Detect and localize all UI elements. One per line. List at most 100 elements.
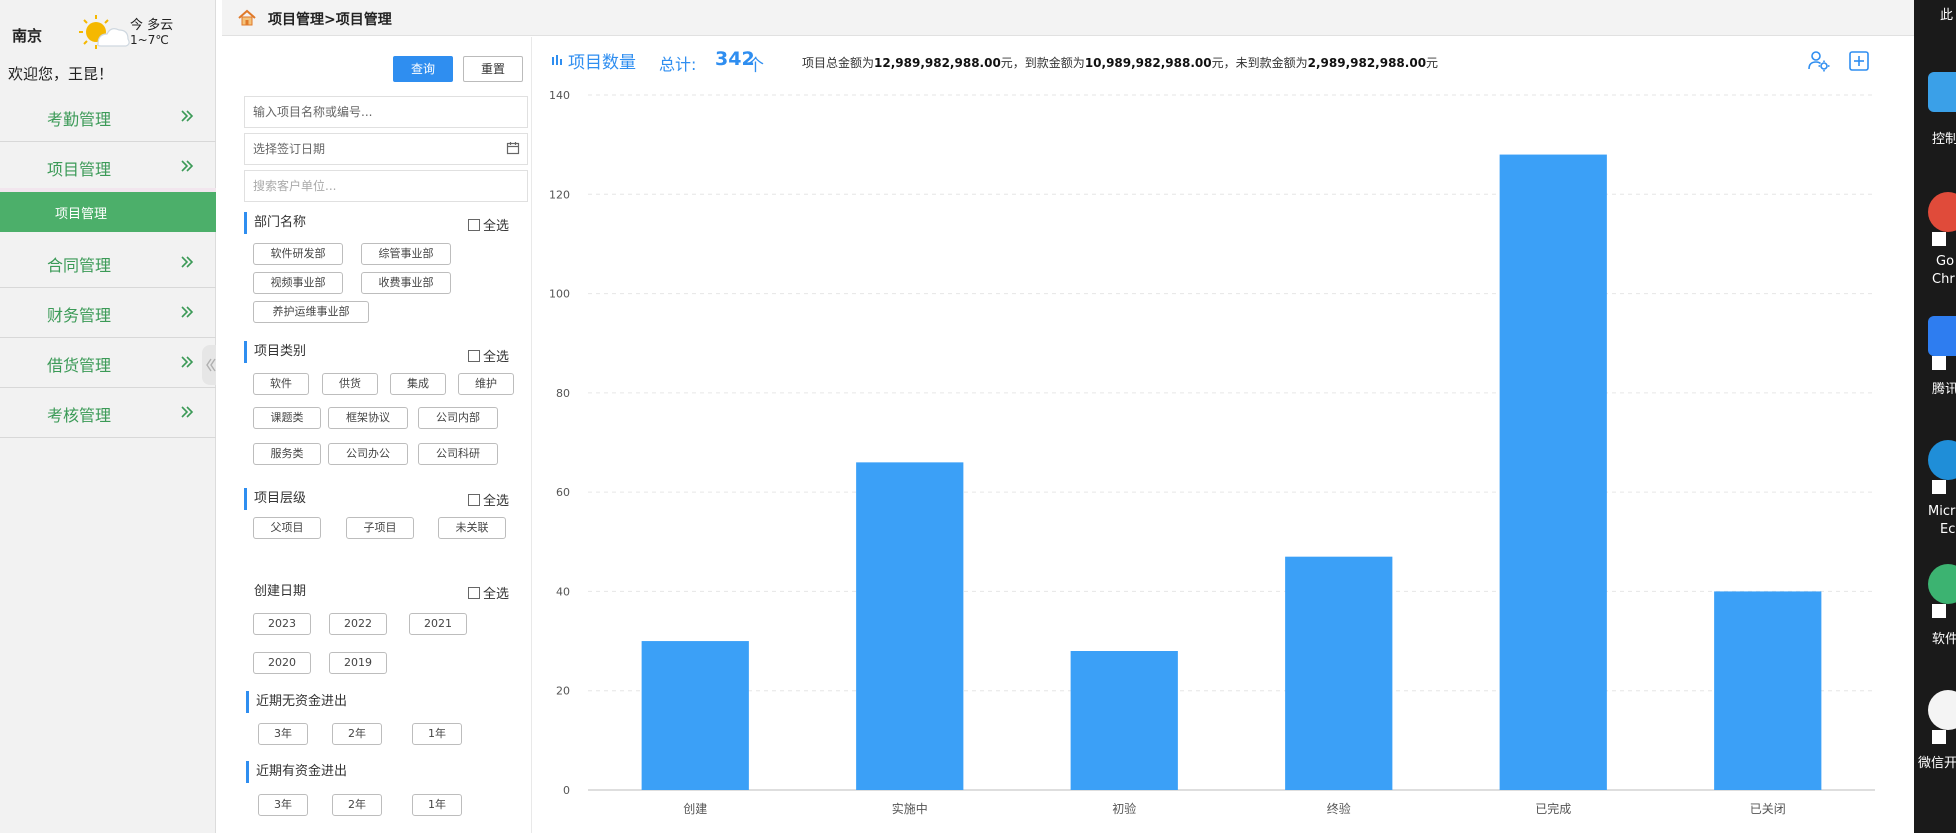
tag-category[interactable]: 框架协议: [328, 407, 408, 429]
chart-bar[interactable]: [1285, 556, 1393, 790]
user-settings-icon[interactable]: [1807, 49, 1831, 73]
tag-category[interactable]: 公司科研: [418, 443, 498, 465]
menu-item-label: 合同管理: [47, 256, 112, 275]
chrome-icon[interactable]: [1928, 192, 1956, 232]
x-tick-label: 已完成: [1535, 801, 1571, 816]
add-square-icon[interactable]: [1847, 49, 1871, 73]
checkbox-icon: [468, 219, 480, 231]
chart-title: 项目数量: [568, 53, 636, 73]
tag-category[interactable]: 公司内部: [418, 407, 498, 429]
customer-search-input[interactable]: [244, 170, 528, 202]
weather-temperature: 1~7℃: [130, 33, 169, 47]
shortcut-arrow-icon: [1932, 356, 1946, 370]
desktop-label: 软件: [1932, 632, 1956, 647]
shortcut-arrow-icon: [1932, 604, 1946, 618]
submenu-item-project-management[interactable]: 项目管理: [0, 192, 216, 232]
tag-category[interactable]: 维护: [458, 373, 514, 395]
menu-item-attendance[interactable]: 考勤管理: [0, 92, 216, 142]
tag-category[interactable]: 服务类: [253, 443, 321, 465]
menu-item-label: 考勤管理: [47, 110, 112, 129]
tag-department[interactable]: 养护运维事业部: [253, 301, 369, 323]
breadcrumb: 项目管理>项目管理: [268, 12, 392, 28]
chart-bar[interactable]: [856, 462, 964, 790]
tag-department[interactable]: 视频事业部: [253, 272, 343, 294]
tag-category[interactable]: 供货: [322, 373, 378, 395]
received-amount: 10,989,982,988.00: [1084, 56, 1212, 70]
category-select-all[interactable]: 全选: [468, 349, 509, 367]
section-title-department: 部门名称: [244, 212, 306, 234]
menu-item-assessment[interactable]: 考核管理: [0, 388, 216, 438]
chart-panel: 0 20 40 60 80 100 120 140 创建 实施中 初验 终验 已完成 已关闭 项目数量 总…: [533, 37, 1914, 833]
checkbox-icon: [468, 494, 480, 506]
desktop-label: Micr: [1928, 504, 1956, 519]
chart-bar[interactable]: [1070, 651, 1178, 790]
section-title-created-date: 创建日期: [244, 581, 306, 603]
partly-cloudy-icon: [79, 15, 130, 49]
tag-level[interactable]: 未关联: [438, 517, 506, 539]
level-select-all[interactable]: 全选: [468, 493, 509, 511]
tag-category[interactable]: 集成: [390, 373, 446, 395]
filter-panel: 查询 重置 部门名称 全选 软件研发部 综管事业部 视频事业部 收费事业部 养护…: [222, 37, 532, 833]
welcome-text: 欢迎您，王昆！: [8, 65, 114, 83]
double-chevron-left-icon: [206, 358, 216, 372]
tag-year[interactable]: 2023: [253, 613, 311, 635]
tag-department[interactable]: 综管事业部: [361, 243, 451, 265]
created-date-select-all[interactable]: 全选: [468, 586, 509, 604]
y-tick-label: 20: [556, 685, 570, 698]
menu-item-contract[interactable]: 合同管理: [0, 238, 216, 288]
unreceived-amount: 2,989,982,988.00: [1307, 56, 1427, 70]
left-sidebar: 南京 今 多云 1~7℃ 欢迎您，王昆！ 考勤管理 项目管理 项目管理 合同: [0, 0, 216, 833]
calendar-icon[interactable]: [506, 141, 520, 155]
menu-item-lending[interactable]: 借货管理: [0, 338, 216, 388]
double-chevron-right-icon: [181, 256, 194, 268]
y-tick-label: 60: [556, 486, 570, 499]
tag-period[interactable]: 1年: [412, 794, 462, 816]
tag-year[interactable]: 2020: [253, 652, 311, 674]
sign-date-picker[interactable]: [244, 133, 528, 165]
edge-icon[interactable]: [1928, 440, 1956, 480]
menu-item-finance[interactable]: 财务管理: [0, 288, 216, 338]
reset-button[interactable]: 重置: [463, 56, 523, 82]
shortcut-arrow-icon: [1932, 232, 1946, 246]
menu-item-label: 财务管理: [47, 306, 112, 325]
chart-bar[interactable]: [1499, 154, 1607, 791]
y-tick-label: 0: [563, 784, 570, 797]
sidebar-collapse-handle[interactable]: [202, 345, 216, 385]
project-search-input[interactable]: [244, 96, 528, 128]
chart-bar[interactable]: [1714, 591, 1822, 790]
chart-bar[interactable]: [641, 641, 749, 790]
tag-department[interactable]: 软件研发部: [253, 243, 343, 265]
checkbox-icon: [468, 350, 480, 362]
query-button[interactable]: 查询: [393, 56, 453, 82]
department-select-all[interactable]: 全选: [468, 218, 509, 236]
tag-level[interactable]: 子项目: [346, 517, 414, 539]
top-bar: 项目管理>项目管理: [222, 0, 1914, 36]
tencent-icon[interactable]: [1928, 316, 1956, 356]
tag-category[interactable]: 公司办公: [328, 443, 408, 465]
y-tick-label: 120: [549, 188, 570, 201]
tag-year[interactable]: 2019: [329, 652, 387, 674]
total-amount: 12,989,982,988.00: [874, 56, 1001, 70]
tag-period[interactable]: 2年: [332, 794, 382, 816]
tag-period[interactable]: 3年: [258, 794, 308, 816]
tag-period[interactable]: 1年: [412, 723, 462, 745]
home-icon[interactable]: [237, 8, 257, 28]
tag-year[interactable]: 2021: [409, 613, 467, 635]
city-label: 南京: [12, 27, 43, 45]
tag-period[interactable]: 3年: [258, 723, 308, 745]
tag-level[interactable]: 父项目: [253, 517, 321, 539]
tag-department[interactable]: 收费事业部: [361, 272, 451, 294]
menu-item-project[interactable]: 项目管理: [0, 142, 216, 192]
y-tick-label: 100: [549, 288, 570, 301]
tag-category[interactable]: 软件: [253, 373, 309, 395]
tag-year[interactable]: 2022: [329, 613, 387, 635]
double-chevron-right-icon: [181, 160, 194, 172]
menu-item-label: 借货管理: [47, 356, 112, 375]
software-icon[interactable]: [1928, 564, 1956, 604]
control-panel-icon[interactable]: [1928, 72, 1956, 112]
x-tick-label: 初验: [1112, 801, 1136, 816]
total-label: 总计:: [659, 55, 697, 74]
wechat-dev-icon[interactable]: [1928, 690, 1956, 730]
tag-category[interactable]: 课题类: [253, 407, 321, 429]
tag-period[interactable]: 2年: [332, 723, 382, 745]
